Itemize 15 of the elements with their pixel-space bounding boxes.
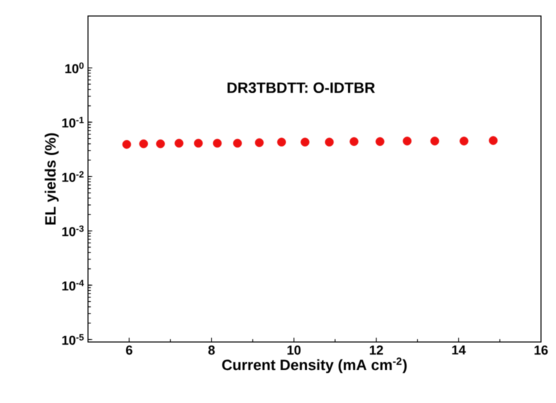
x-tick-label: 10 xyxy=(288,346,301,355)
x-axis-title: Current Density (mA cm$^{-2}$) xyxy=(222,358,407,374)
y-tick-label: 10$^{0}$ xyxy=(65,62,84,74)
x-tick-label: 8 xyxy=(208,346,215,355)
annotation: DR3TBDTT: O-IDTBR xyxy=(228,82,375,94)
x-tick-label: 6 xyxy=(126,346,132,355)
y-tick-label: 10$^{-2}$ xyxy=(62,171,84,182)
y-axis-title: EL yields (%) xyxy=(44,133,59,225)
y-tick-label: 10$^{-3}$ xyxy=(62,225,84,236)
y-tick-label: 10$^{-5}$ xyxy=(62,334,84,345)
y-tick-label: 10$^{-1}$ xyxy=(62,116,84,128)
x-tick-label: 12 xyxy=(370,346,383,355)
x-tick-label: 16 xyxy=(534,346,548,355)
y-tick-label: 10$^{-4}$ xyxy=(62,280,84,291)
x-tick-label: 14 xyxy=(452,346,466,354)
